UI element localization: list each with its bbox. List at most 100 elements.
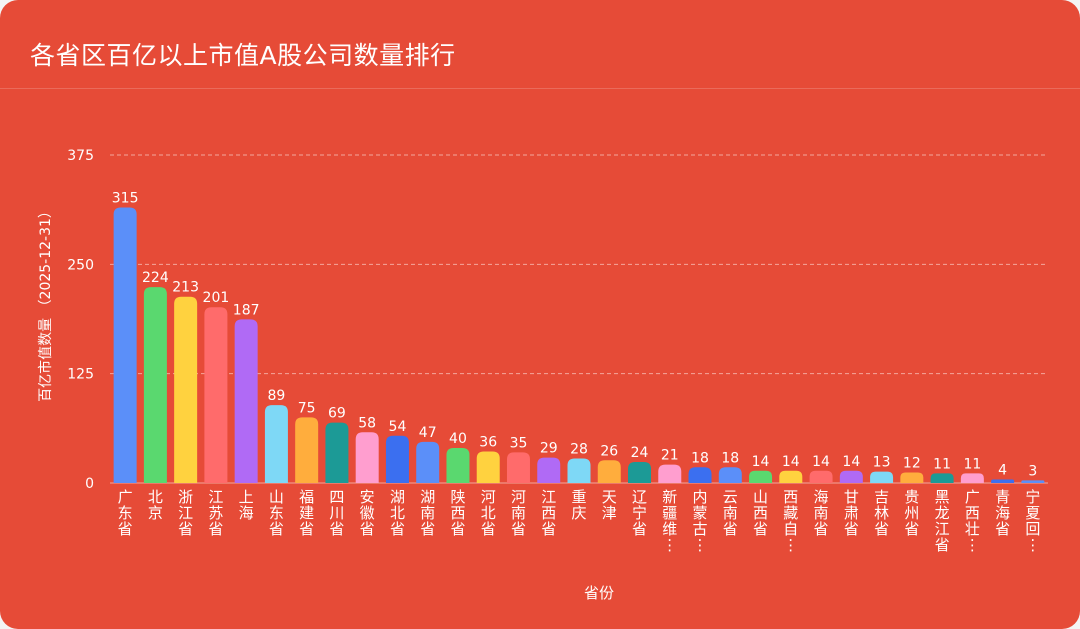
bar-value-label: 26 <box>600 443 618 459</box>
bar-value-label: 14 <box>782 454 800 470</box>
bar-value-label: 89 <box>268 388 286 404</box>
bar <box>658 464 682 483</box>
bar-value-label: 28 <box>570 442 588 458</box>
bar <box>506 452 530 483</box>
bar-value-label: 4 <box>998 463 1007 479</box>
bar-value-label: 75 <box>298 400 316 416</box>
bar-value-label: 69 <box>328 406 346 422</box>
bar <box>143 287 167 483</box>
x-tick-label: 天津 <box>602 488 617 522</box>
x-tick-label: 河北省 <box>481 488 496 538</box>
bar <box>295 417 319 483</box>
y-tick-label: 0 <box>85 476 94 492</box>
bar <box>628 462 652 483</box>
bar-value-label: 11 <box>963 456 981 472</box>
bar <box>174 296 198 483</box>
y-tick-label: 375 <box>67 148 94 164</box>
bar <box>991 479 1015 483</box>
bar <box>930 473 954 483</box>
x-tick-label: 云南省 <box>723 488 738 538</box>
x-tick-label: 西藏自⋮ <box>783 488 798 554</box>
bar <box>688 467 712 483</box>
bar-value-label: 18 <box>721 450 739 466</box>
bar-value-label: 24 <box>631 445 649 461</box>
bar-value-label: 187 <box>233 302 260 318</box>
x-tick-label: 辽宁省 <box>632 488 647 538</box>
bar-value-label: 224 <box>142 270 169 286</box>
bar <box>204 307 228 483</box>
bar-value-label: 36 <box>479 435 497 451</box>
x-tick-label: 安徽省 <box>360 488 375 538</box>
chart-title: 各省区百亿以上市值A股公司数量排行 <box>30 41 456 70</box>
y-axis-title: 百亿市值数量 （2025-12-31） <box>37 204 54 402</box>
bar-value-label: 35 <box>510 435 528 451</box>
bar-value-label: 47 <box>419 425 437 441</box>
bar <box>355 432 379 483</box>
bar <box>476 451 500 483</box>
bar-value-label: 13 <box>873 455 891 471</box>
bar <box>446 448 470 483</box>
bar-value-label: 14 <box>752 454 770 470</box>
x-tick-label: 福建省 <box>299 488 314 538</box>
bar <box>1021 480 1045 483</box>
bar-value-label: 58 <box>358 415 376 431</box>
x-tick-label: 北京 <box>148 488 163 522</box>
x-tick-label: 河南省 <box>511 488 526 538</box>
x-tick-label: 上海 <box>239 488 254 522</box>
bar-value-label: 213 <box>172 280 199 296</box>
bar-value-label: 40 <box>449 431 467 447</box>
bar-value-label: 11 <box>933 456 951 472</box>
bar-value-label: 201 <box>203 290 230 306</box>
bar <box>597 460 621 483</box>
bar <box>779 470 803 483</box>
x-tick-label: 陕西省 <box>450 488 465 538</box>
title-divider <box>0 88 1080 89</box>
x-tick-label: 重庆 <box>571 488 586 522</box>
bar <box>325 422 349 483</box>
bar <box>416 441 440 483</box>
bar <box>385 435 409 483</box>
x-tick-label: 吉林省 <box>874 488 889 538</box>
bar <box>234 319 258 483</box>
y-tick-label: 250 <box>67 257 94 273</box>
x-tick-label: 内蒙古⋮ <box>693 488 708 554</box>
bar-value-label: 21 <box>661 448 679 464</box>
bar <box>537 457 561 483</box>
bar <box>839 470 863 483</box>
bar <box>870 471 894 483</box>
x-tick-label: 贵州省 <box>904 488 919 538</box>
bar <box>567 458 591 483</box>
x-tick-label: 海南省 <box>814 488 829 538</box>
bar <box>264 405 288 483</box>
y-tick-label: 125 <box>67 367 94 383</box>
x-tick-label: 青海省 <box>995 488 1010 538</box>
x-axis-title: 省份 <box>584 584 614 602</box>
bar-value-label: 14 <box>842 454 860 470</box>
x-tick-label: 甘肃省 <box>844 488 859 538</box>
bar-value-label: 12 <box>903 456 921 472</box>
x-tick-label: 广东省 <box>118 488 133 538</box>
x-tick-label: 江西省 <box>541 488 556 538</box>
bar <box>809 470 833 483</box>
x-tick-label: 浙江省 <box>178 488 193 538</box>
bar-value-label: 3 <box>1028 463 1037 479</box>
bar-value-label: 29 <box>540 441 558 457</box>
x-tick-label: 山西省 <box>753 488 768 538</box>
bar-value-label: 18 <box>691 450 709 466</box>
x-tick-label: 山东省 <box>269 488 284 538</box>
x-tick-label: 湖北省 <box>390 488 405 538</box>
x-tick-label: 江苏省 <box>208 488 223 538</box>
x-tick-label: 黑龙江省 <box>935 488 950 554</box>
x-tick-label: 四川省 <box>329 488 344 538</box>
x-tick-label: 广西壮⋮ <box>965 488 980 554</box>
x-tick-label: 湖南省 <box>420 488 435 538</box>
bar <box>749 470 773 483</box>
bar <box>960 473 984 483</box>
bar-value-label: 14 <box>812 454 830 470</box>
x-tick-label: 新疆维⋮ <box>662 488 677 554</box>
x-tick-label: 宁夏回⋮ <box>1025 488 1040 554</box>
bar <box>900 472 924 483</box>
bar-value-label: 54 <box>389 419 407 435</box>
